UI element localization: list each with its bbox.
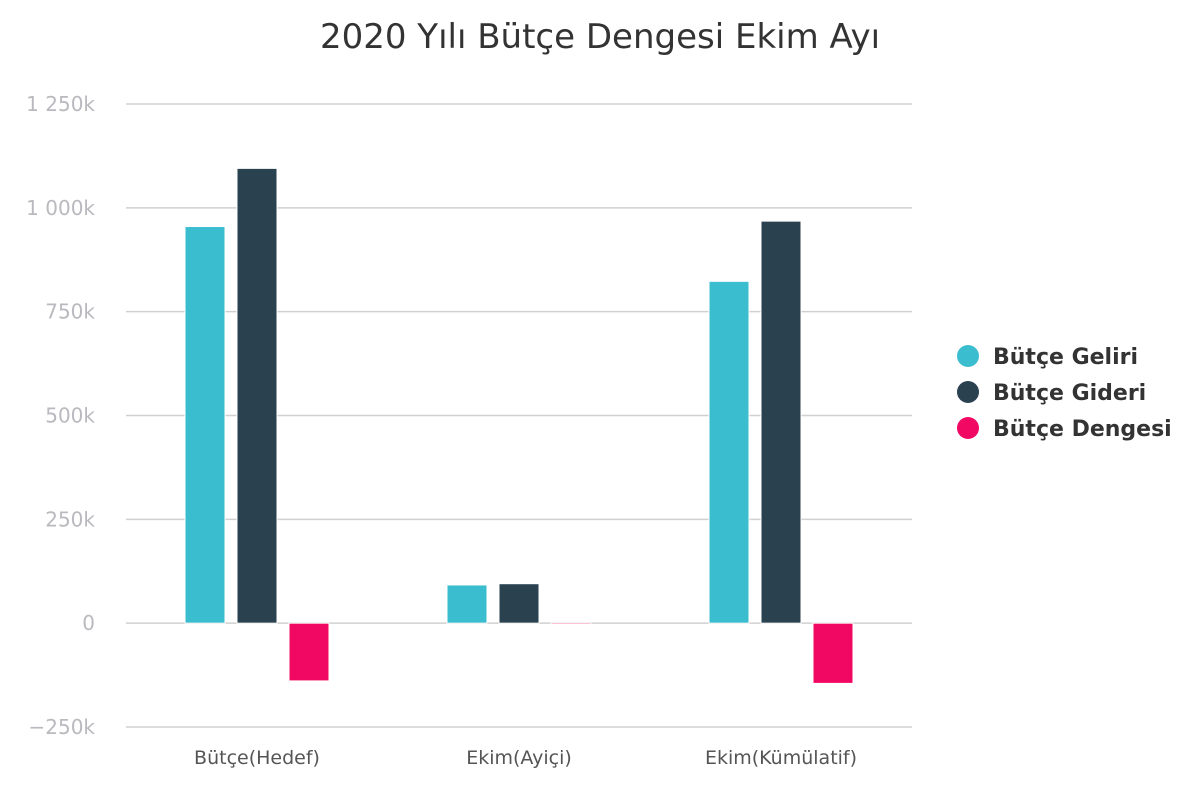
y-tick-label: 0 — [82, 611, 95, 635]
legend-swatch — [957, 345, 979, 367]
y-tick-label: 750k — [45, 300, 95, 324]
y-tick-label: 250k — [45, 507, 95, 531]
bar-3-2 — [550, 622, 592, 625]
y-tick-label: 1 250k — [26, 92, 95, 116]
bar-1-1 — [184, 226, 226, 624]
bar-1-2 — [446, 584, 488, 624]
legend-swatch — [957, 381, 979, 403]
x-tick-label: Ekim(Ayiçi) — [466, 747, 572, 769]
bar-2-3 — [760, 220, 802, 624]
legend-label: Bütçe Dengesi — [993, 417, 1172, 442]
legend: Bütçe Geliri Bütçe Gideri Bütçe Dengesi — [957, 345, 1172, 442]
bars — [184, 167, 854, 684]
y-axis: 1 250k 1 000k 750k 500k 250k 0 −250k — [26, 92, 95, 739]
bar-3-1 — [288, 622, 330, 682]
y-tick-label: 1 000k — [26, 196, 95, 220]
bar-2-2 — [498, 583, 540, 624]
bar-2-1 — [236, 167, 278, 624]
legend-label: Bütçe Geliri — [993, 345, 1138, 370]
bar-3-3 — [812, 622, 854, 684]
y-tick-label: −250k — [28, 715, 95, 739]
legend-swatch — [957, 417, 979, 439]
legend-label: Bütçe Gideri — [993, 381, 1146, 406]
x-tick-label: Ekim(Kümülatif) — [705, 747, 857, 769]
x-axis: Bütçe(Hedef) Ekim(Ayiçi) Ekim(Kümülatif) — [194, 747, 857, 769]
y-tick-label: 500k — [45, 404, 95, 428]
x-tick-label: Bütçe(Hedef) — [194, 747, 320, 769]
chart-title: 2020 Yılı Bütçe Dengesi Ekim Ayı — [320, 17, 880, 57]
bar-1-3 — [708, 280, 750, 624]
